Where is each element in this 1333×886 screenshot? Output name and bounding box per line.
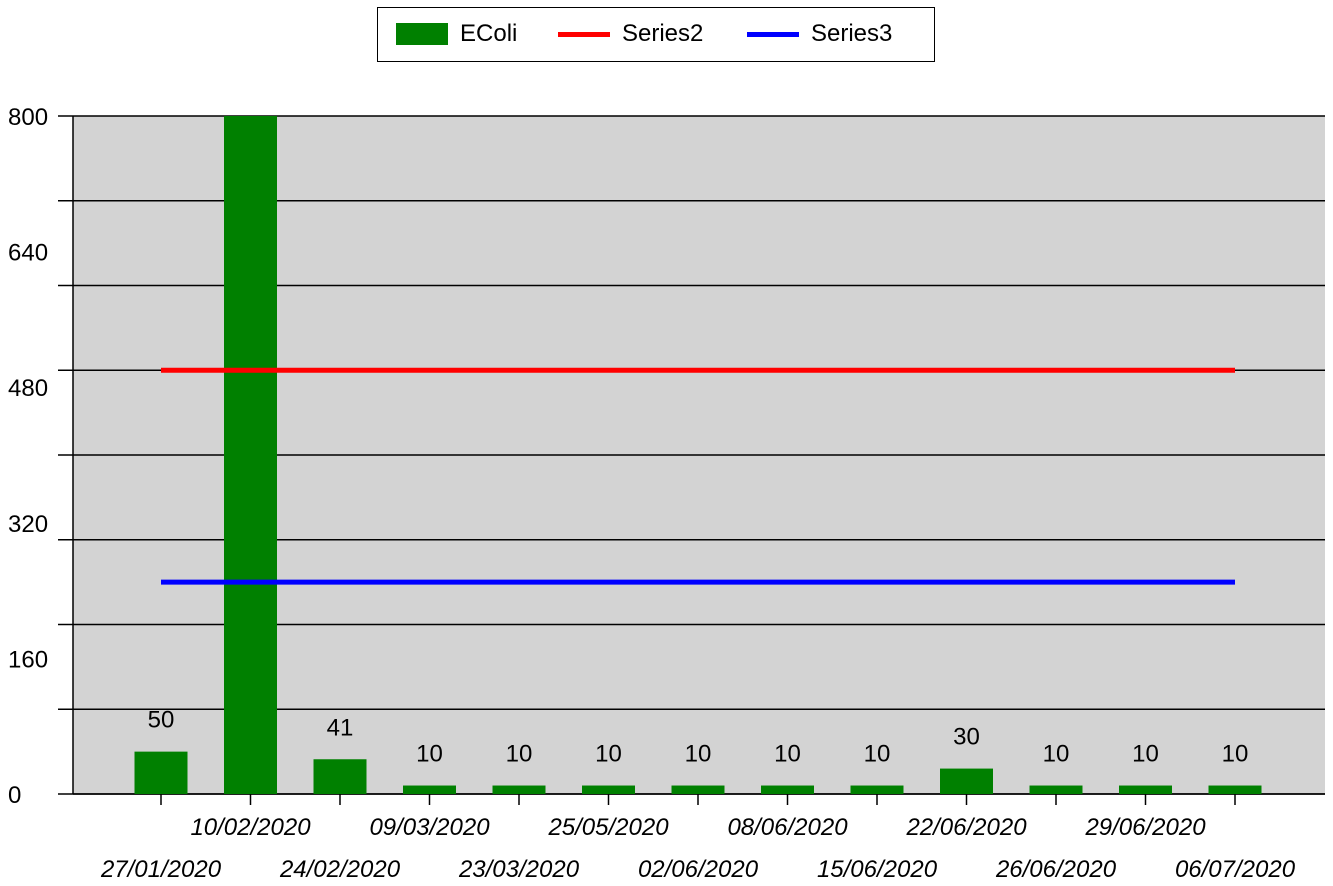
data-label: 10 — [416, 741, 443, 768]
legend-label-series3: Series3 — [811, 20, 893, 47]
x-tick-label: 27/01/2020 — [100, 856, 222, 883]
data-label: 10 — [1132, 741, 1159, 768]
legend-swatch-ecoli — [396, 23, 448, 45]
bar-ecoli — [313, 759, 367, 794]
legend-swatch-series2 — [558, 31, 610, 37]
y-tick-label: 0 — [8, 782, 21, 809]
bar-ecoli — [1119, 785, 1172, 794]
x-tick-label: 15/06/2020 — [817, 856, 938, 883]
x-tick-label: 10/02/2020 — [190, 814, 311, 841]
x-tick-label: 24/02/2020 — [279, 856, 401, 883]
data-label: 10 — [864, 741, 891, 768]
legend-label-series2: Series2 — [622, 20, 704, 47]
data-label: 10 — [506, 741, 533, 768]
bar-ecoli — [1208, 785, 1262, 794]
data-label: 50 — [148, 707, 175, 734]
legend-swatch-series3 — [747, 31, 799, 37]
x-tick-label: 02/06/2020 — [638, 856, 759, 883]
y-tick-label: 160 — [8, 646, 48, 673]
data-label: 10 — [595, 741, 622, 768]
y-tick-label: 800 — [8, 104, 48, 131]
x-tick-label: 22/06/2020 — [905, 814, 1027, 841]
x-tick-label: 06/07/2020 — [1175, 856, 1296, 883]
data-label: 10 — [685, 741, 712, 768]
x-tick-label: 23/03/2020 — [458, 856, 580, 883]
bar-ecoli — [850, 785, 904, 794]
x-tick-label: 08/06/2020 — [727, 814, 848, 841]
x-tick-label: 09/03/2020 — [369, 814, 490, 841]
y-tick-label: 480 — [8, 375, 48, 402]
legend-item-series2: Series2 — [558, 8, 703, 60]
bar-ecoli — [582, 785, 635, 794]
bar-ecoli — [671, 785, 725, 794]
bar-ecoli — [134, 751, 188, 794]
legend-item-series3: Series3 — [747, 8, 892, 60]
data-label: 10 — [774, 741, 801, 768]
y-tick-label: 320 — [8, 511, 48, 538]
bar-ecoli — [940, 768, 993, 794]
legend: EColi Series2 Series3 — [377, 7, 935, 62]
data-label: 41 — [327, 714, 354, 741]
x-tick-label: 29/06/2020 — [1084, 814, 1206, 841]
data-label: 10 — [1043, 741, 1070, 768]
data-label: 10 — [1222, 741, 1249, 768]
y-tick-label: 640 — [8, 240, 48, 267]
bar-ecoli — [224, 116, 277, 794]
legend-label-ecoli: EColi — [460, 20, 518, 47]
bar-ecoli — [403, 785, 456, 794]
legend-item-ecoli: EColi — [396, 8, 517, 60]
bar-ecoli — [1029, 785, 1083, 794]
bar-ecoli — [492, 785, 546, 794]
bar-ecoli — [761, 785, 814, 794]
x-tick-label: 25/05/2020 — [547, 814, 669, 841]
x-tick-label: 26/06/2020 — [995, 856, 1117, 883]
data-label: 30 — [953, 724, 980, 751]
